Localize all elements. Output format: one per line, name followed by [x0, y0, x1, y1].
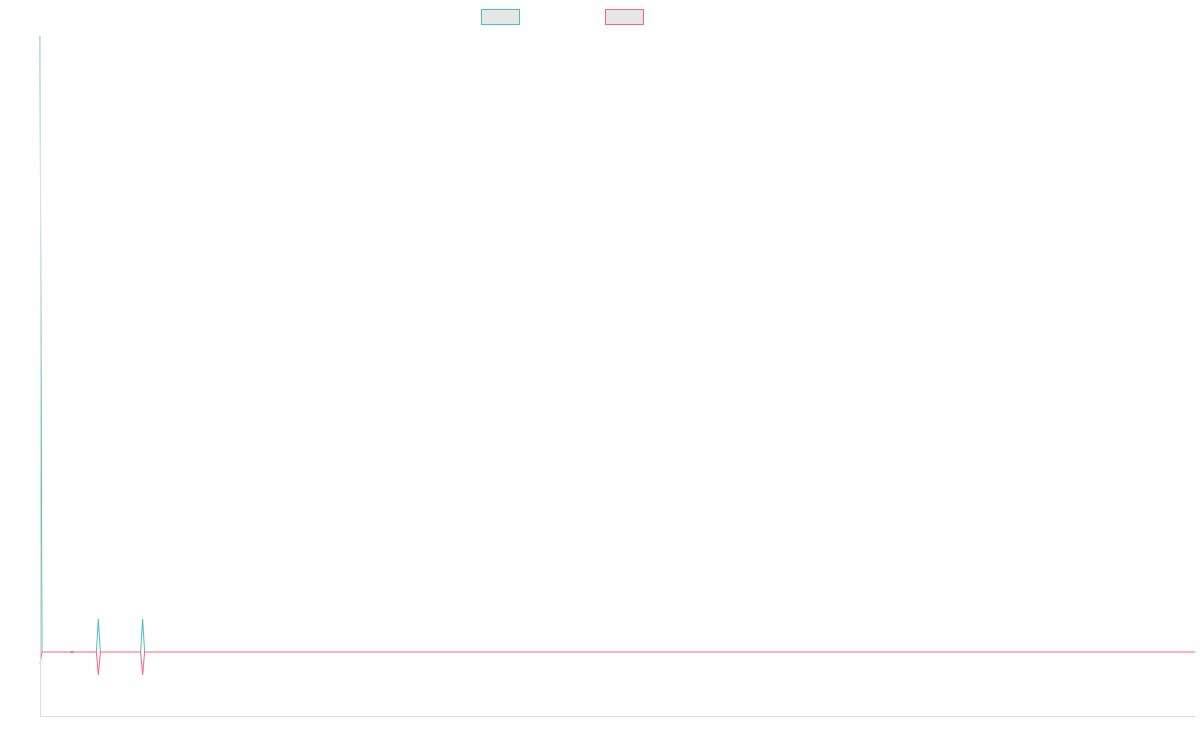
series-line-2	[39, 651, 1195, 676]
legend-swatch-series-2[interactable]	[605, 9, 644, 25]
legend-swatch-series-1[interactable]	[481, 9, 520, 25]
series-line-1	[39, 35, 1195, 653]
series-layer	[39, 35, 1195, 676]
